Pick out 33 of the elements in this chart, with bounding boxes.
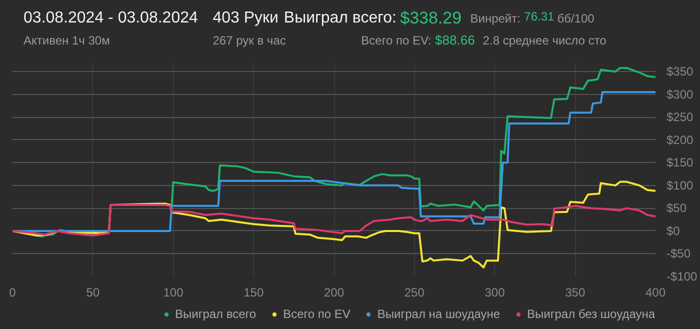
text: 2.8 среднее число сто [482, 34, 607, 48]
legend-label: Всего по EV [283, 307, 350, 321]
y-tick-label: $350 [666, 64, 694, 79]
legend-label: Выиграл без шоудауна [527, 307, 656, 321]
text: 403 Руки [212, 10, 278, 26]
y-tick-label: $100 [666, 178, 694, 192]
text: Винрейт: 76.31 бб/100 [470, 10, 595, 26]
text: Всего по EV: $88.66 [361, 32, 475, 48]
y-tick-label: -$100 [666, 270, 698, 284]
x-tick-label: 0 [9, 286, 16, 300]
line-series [12, 204, 656, 237]
x-tick-label: 50 [86, 286, 100, 300]
chart-subtitle: Активен 1ч 30м [24, 34, 110, 48]
y-tick-label: $0 [666, 224, 680, 238]
x-tick-label: 350 [565, 286, 586, 300]
x-tick-label: 400 [645, 286, 666, 300]
x-tick-label: 200 [324, 286, 344, 300]
x-tick-label: 100 [163, 286, 184, 300]
x-tick-label: 300 [484, 286, 506, 300]
y-tick-label: $50 [666, 201, 687, 216]
y-tick-label: -$50 [666, 246, 691, 261]
chart-title: 03.08.2024 - 03.08.2024 [24, 10, 198, 26]
legend-label: Выиграл всего [175, 307, 256, 321]
legend-label: Выиграл на шоудауне [377, 307, 500, 321]
text: Выиграл всего: $338.29 [284, 8, 462, 28]
y-tick-label: $150 [666, 156, 694, 170]
text: 267 рук в час [212, 34, 286, 48]
line-series [12, 180, 656, 268]
y-tick-label: $300 [666, 87, 694, 102]
x-tick-label: 250 [404, 286, 425, 300]
y-tick-label: $250 [666, 110, 694, 124]
x-tick-label: 150 [244, 286, 264, 300]
y-tick-label: $200 [666, 132, 694, 147]
